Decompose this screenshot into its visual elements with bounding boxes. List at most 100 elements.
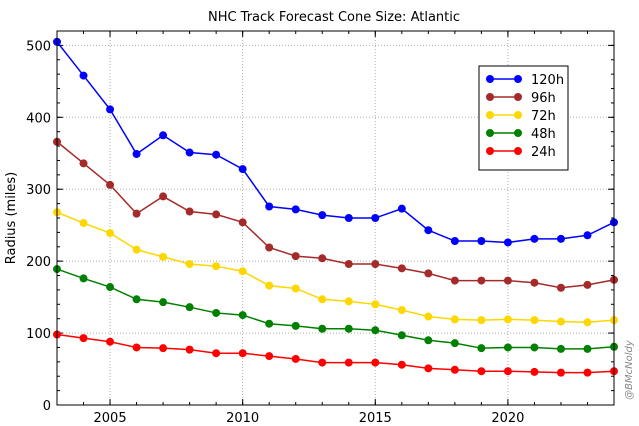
data-point: [212, 262, 221, 271]
data-point: [477, 367, 486, 376]
data-point: [318, 211, 327, 220]
data-point: [503, 367, 512, 376]
data-point: [106, 229, 115, 238]
data-point: [79, 334, 88, 343]
data-point: [371, 326, 380, 335]
data-point: [79, 274, 88, 283]
data-point: [583, 280, 592, 289]
data-point: [318, 358, 327, 367]
legend-item-24h[interactable]: 24h: [486, 145, 556, 160]
data-point: [291, 252, 300, 261]
data-point: [397, 264, 406, 273]
legend-marker: [486, 75, 494, 83]
data-point: [556, 368, 565, 377]
y-tick-label: 200: [26, 255, 51, 270]
data-point: [132, 149, 141, 158]
data-point: [132, 209, 141, 218]
data-point: [318, 295, 327, 304]
data-point: [397, 360, 406, 369]
legend-box: [478, 65, 569, 171]
data-point: [185, 303, 194, 312]
series-96h: [53, 137, 618, 292]
legend-marker: [514, 129, 522, 137]
data-point: [344, 324, 353, 333]
data-point: [159, 298, 168, 307]
data-point: [132, 295, 141, 304]
data-point: [265, 202, 274, 211]
data-point: [477, 237, 486, 246]
data-point: [106, 180, 115, 189]
data-point: [530, 343, 539, 352]
data-point: [583, 231, 592, 240]
data-point: [79, 159, 88, 168]
data-point: [185, 148, 194, 157]
data-point: [238, 165, 247, 174]
legend-item-48h[interactable]: 48h: [486, 127, 556, 142]
data-point: [265, 243, 274, 252]
legend-label: 48h: [531, 127, 556, 142]
data-point: [556, 317, 565, 326]
data-point: [106, 337, 115, 346]
data-point: [291, 284, 300, 293]
data-point: [79, 71, 88, 80]
legend-item-96h[interactable]: 96h: [486, 91, 556, 106]
legend-item-120h[interactable]: 120h: [486, 73, 564, 88]
data-point: [238, 267, 247, 276]
data-point: [530, 278, 539, 287]
data-point: [503, 343, 512, 352]
y-tick-label: 100: [26, 327, 51, 342]
x-tick-label: 2010: [226, 411, 259, 426]
legend[interactable]: 120h 96h 72h 48h 24h: [478, 65, 569, 171]
data-point: [530, 367, 539, 376]
data-point: [424, 226, 433, 235]
data-point: [503, 238, 512, 247]
data-point: [556, 234, 565, 243]
legend-marker: [486, 93, 494, 101]
data-point: [477, 276, 486, 285]
data-point: [159, 344, 168, 353]
legend-label: 72h: [531, 109, 556, 124]
series-120h: [53, 37, 618, 247]
legend-marker: [486, 129, 494, 137]
y-tick-label: 0: [43, 399, 51, 414]
data-point: [371, 214, 380, 222]
data-point: [477, 344, 486, 353]
data-point: [265, 352, 274, 361]
data-point: [424, 312, 433, 321]
data-point: [503, 315, 512, 324]
data-point: [106, 283, 115, 292]
data-point: [450, 315, 459, 324]
data-point: [159, 252, 168, 261]
series-line: [56, 141, 615, 289]
data-point: [450, 237, 459, 246]
series-line: [56, 41, 615, 244]
legend-marker: [514, 93, 522, 101]
data-point: [530, 316, 539, 325]
data-point: [291, 205, 300, 214]
data-point: [212, 210, 221, 219]
data-point: [450, 276, 459, 285]
x-tick-label: 2015: [359, 411, 392, 426]
data-point: [238, 218, 247, 227]
series-line: [56, 333, 615, 374]
y-tick-label: 400: [26, 111, 51, 126]
plot-frame: [56, 30, 615, 406]
legend-marker: [514, 111, 522, 119]
data-point: [212, 150, 221, 159]
data-point: [397, 306, 406, 315]
data-point: [185, 207, 194, 216]
data-point: [450, 365, 459, 374]
legend-item-72h[interactable]: 72h: [486, 109, 556, 124]
data-point: [503, 276, 512, 285]
data-point: [265, 319, 274, 328]
data-point: [583, 344, 592, 353]
data-point: [238, 349, 247, 358]
data-point: [318, 324, 327, 333]
x-tick-label: 2020: [491, 411, 524, 426]
series-layer: [53, 37, 618, 377]
data-point: [583, 368, 592, 377]
data-point: [238, 311, 247, 320]
data-point: [344, 214, 353, 222]
data-point: [344, 260, 353, 269]
